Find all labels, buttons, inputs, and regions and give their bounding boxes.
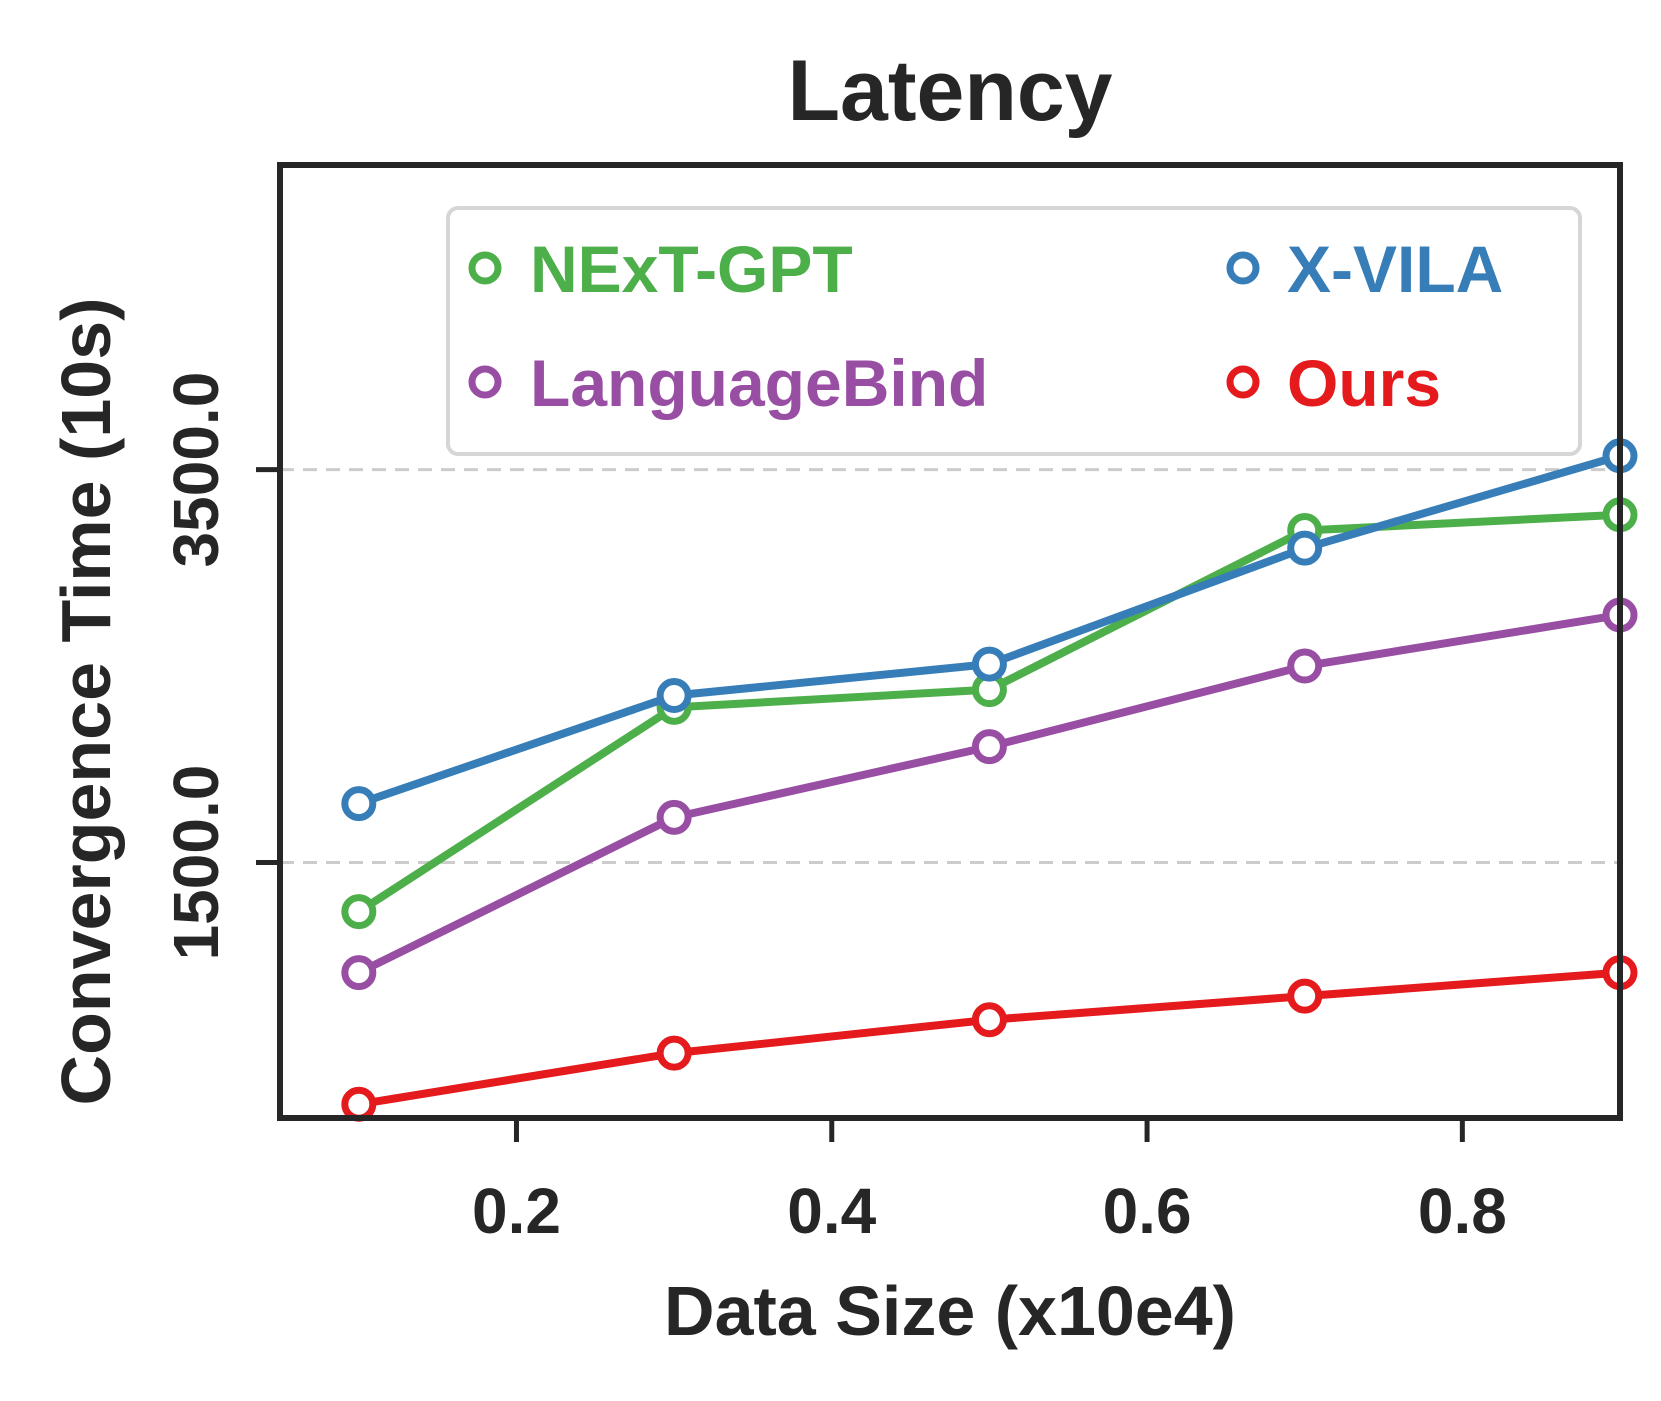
x-tick-label: 0.8 bbox=[1418, 1175, 1507, 1247]
legend-marker bbox=[1226, 365, 1260, 399]
data-point bbox=[971, 646, 1007, 682]
legend-entry: X-VILA bbox=[1226, 232, 1503, 306]
legend-label: X-VILA bbox=[1287, 232, 1503, 306]
series-x-vila bbox=[341, 438, 1638, 822]
data-point bbox=[656, 1035, 692, 1071]
legend-marker bbox=[468, 365, 502, 399]
x-tick-label: 0.2 bbox=[472, 1175, 561, 1247]
chart-title: Latency bbox=[787, 43, 1112, 139]
legend-label: Ours bbox=[1287, 346, 1441, 420]
data-point bbox=[656, 799, 692, 835]
grid-lines bbox=[280, 468, 1620, 865]
data-point bbox=[341, 894, 377, 930]
y-axis-label: Convergence Time (10s) bbox=[47, 298, 125, 1106]
x-tick-label: 0.6 bbox=[1103, 1175, 1192, 1247]
data-point bbox=[341, 955, 377, 991]
data-point bbox=[971, 1002, 1007, 1038]
data-point bbox=[1287, 530, 1323, 566]
data-point bbox=[1287, 978, 1323, 1014]
data-point bbox=[971, 729, 1007, 765]
x-axis-label: Data Size (x10e4) bbox=[664, 1272, 1236, 1350]
series-line bbox=[356, 510, 1621, 916]
legend-entry: NExT-GPT bbox=[468, 232, 853, 306]
x-tick-label: 0.4 bbox=[787, 1175, 876, 1247]
legend: NExT-GPT LanguageBind X-VILA Ours bbox=[446, 206, 1582, 456]
data-point bbox=[341, 786, 377, 822]
legend-entry: Ours bbox=[1226, 346, 1441, 420]
legend-entry: LanguageBind bbox=[468, 346, 988, 420]
series-layer bbox=[341, 438, 1638, 1122]
data-point bbox=[1287, 648, 1323, 684]
plot-frame bbox=[277, 162, 1623, 1121]
y-tick-label: 1500.0 bbox=[160, 765, 232, 961]
legend-box bbox=[446, 206, 1582, 456]
axis-ticks: 1500.0 3500.0 0.2 0.4 0.6 0.8 bbox=[160, 372, 1507, 1247]
series-line bbox=[358, 968, 1621, 1109]
y-tick-label: 3500.0 bbox=[160, 372, 232, 568]
series-ours bbox=[341, 955, 1638, 1122]
legend-label: NExT-GPT bbox=[530, 232, 853, 306]
data-point bbox=[341, 1086, 377, 1122]
legend-marker bbox=[468, 251, 502, 285]
data-point bbox=[656, 678, 692, 714]
legend-marker bbox=[1226, 251, 1260, 285]
legend-label: LanguageBind bbox=[530, 346, 988, 420]
